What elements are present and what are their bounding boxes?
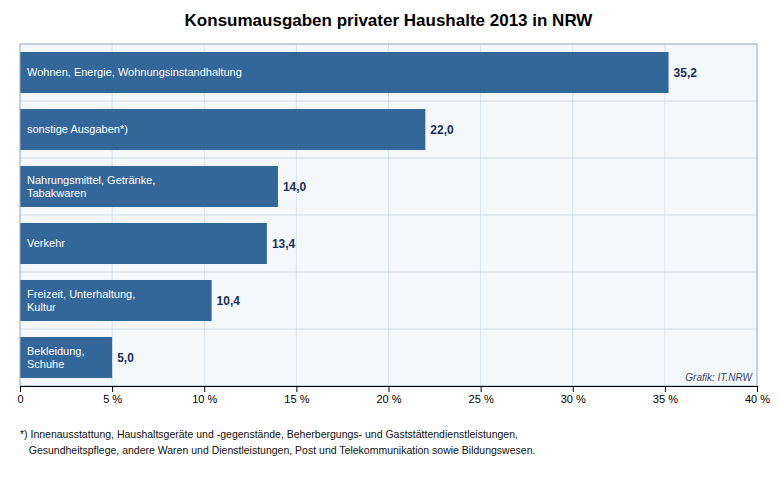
x-tick: 35 % xyxy=(653,386,678,405)
x-tick: 40 % xyxy=(745,386,770,405)
category-label: Bekleidung,Schuhe xyxy=(27,345,85,370)
bar xyxy=(20,166,278,207)
category-label: Verkehr xyxy=(27,237,65,249)
bar xyxy=(20,280,212,321)
x-tick: 30 % xyxy=(561,386,586,405)
plot-area: 0 5 % 10 % 15 % 20 % 25 % 30 % 35 % 40 % 5,0 10,4 1… xyxy=(17,44,770,405)
tick-label: 25 % xyxy=(469,393,494,405)
tick-label: 0 xyxy=(17,393,23,405)
tick-label: 10 % xyxy=(192,393,217,405)
x-tick: 15 % xyxy=(284,386,309,405)
tick-label: 40 % xyxy=(745,393,770,405)
plot-background xyxy=(20,44,757,386)
value-label: 10,4 xyxy=(217,294,241,308)
value-label: 5,0 xyxy=(117,351,134,365)
tick-mark xyxy=(20,386,21,392)
separator xyxy=(20,158,757,159)
x-tick: 10 % xyxy=(192,386,217,405)
plot-frame xyxy=(20,44,757,386)
x-tick: 20 % xyxy=(376,386,401,405)
separator xyxy=(20,101,757,102)
category-label: Freizeit, Unterhaltung,Kultur xyxy=(27,288,135,313)
tick-mark xyxy=(481,386,482,392)
value-label: 14,0 xyxy=(283,180,307,194)
chart: Konsumausgaben privater Haushalte 2013 i… xyxy=(0,0,781,478)
value-label: 35,2 xyxy=(674,66,698,80)
x-tick: 5 % xyxy=(103,386,122,405)
bars xyxy=(20,52,669,378)
separator xyxy=(20,215,757,216)
tick-mark xyxy=(389,386,390,392)
category-label: Wohnen, Energie, Wohnungsinstandhaltung xyxy=(27,66,242,78)
x-axis: 0 5 % 10 % 15 % 20 % 25 % 30 % 35 % 40 % xyxy=(17,386,770,405)
separator xyxy=(20,272,757,273)
grid xyxy=(20,44,757,386)
title: Konsumausgaben privater Haushalte 2013 i… xyxy=(185,11,594,30)
footnote: *) Innenausstattung, Haushaltsgeräte und… xyxy=(20,428,518,440)
separator xyxy=(20,329,757,330)
value-label: 13,4 xyxy=(272,237,296,251)
bar xyxy=(20,52,669,93)
category-label: Nahrungsmittel, Getränke,Tabakwaren xyxy=(27,174,155,199)
tick-label: 20 % xyxy=(376,393,401,405)
x-tick: 0 xyxy=(17,386,23,405)
tick-label: 15 % xyxy=(284,393,309,405)
tick-mark xyxy=(204,386,205,392)
tick-mark xyxy=(573,386,574,392)
tick-mark xyxy=(112,386,113,392)
tick-label: 35 % xyxy=(653,393,678,405)
bar xyxy=(20,223,267,264)
tick-label: 30 % xyxy=(561,393,586,405)
bar xyxy=(20,337,112,378)
footnote: Gesundheitspflege, andere Waren und Dien… xyxy=(20,444,535,456)
tick-mark xyxy=(296,386,297,392)
labels: 5,0 10,4 13,4 14,0 22,0 35,2 Bekleidung,Schuhe… xyxy=(27,66,754,383)
credit: Grafik: IT.NRW xyxy=(685,372,753,383)
tick-mark xyxy=(665,386,666,392)
x-tick: 25 % xyxy=(469,386,494,405)
tick-label: 5 % xyxy=(103,393,122,405)
category-label: sonstige Ausgaben*) xyxy=(27,123,128,135)
separators xyxy=(20,44,757,386)
x-axis-line xyxy=(21,387,758,393)
tick-mark xyxy=(757,386,758,392)
bar xyxy=(20,109,425,150)
value-label: 22,0 xyxy=(430,123,454,137)
